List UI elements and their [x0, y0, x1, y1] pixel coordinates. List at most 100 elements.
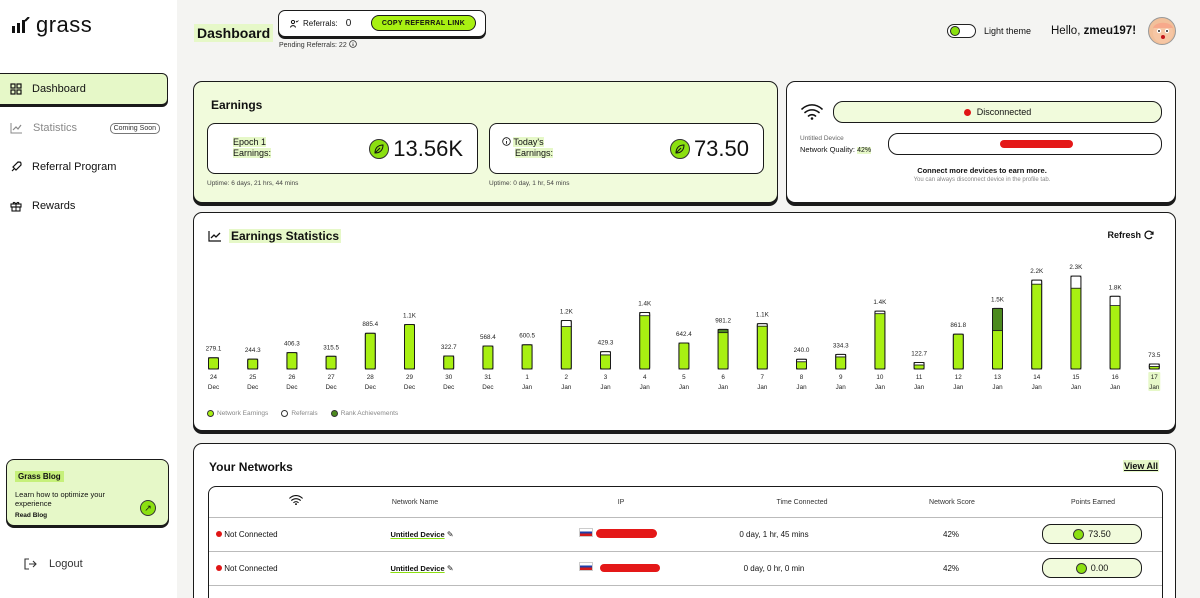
sidebar-item-referral-program[interactable]: Referral Program	[0, 151, 168, 183]
bar-network-earnings	[208, 357, 219, 370]
bar-outline	[1070, 275, 1082, 370]
bar-outline	[247, 358, 259, 370]
network-name-cell[interactable]: Untitled Device ✎	[390, 530, 454, 539]
bar-outline	[443, 355, 455, 370]
today-label: Today's Earnings:	[502, 137, 554, 160]
earnings-title: Earnings	[211, 98, 263, 112]
epoch-label: Epoch 1 Earnings:	[233, 137, 272, 160]
header-network-name: Network Name	[391, 499, 439, 506]
gift-icon	[10, 201, 22, 212]
logo[interactable]: grass	[12, 12, 92, 38]
tick-label-day: 27	[328, 374, 336, 381]
referrals-box: Referrals: 0 COPY REFERRAL LINK	[278, 10, 486, 37]
tick-label-day: 25	[249, 374, 257, 381]
connection-status-pill: Disconnected	[833, 101, 1162, 123]
bar-network-earnings	[560, 326, 572, 370]
sidebar-item-rewards[interactable]: Rewards	[0, 190, 168, 222]
legend-rank-achievements[interactable]: Rank Achievements	[330, 410, 398, 417]
legend-network-earnings[interactable]: Network Earnings	[207, 410, 268, 417]
bar-network-earnings	[992, 330, 1003, 370]
bar-outline	[364, 332, 376, 370]
refresh-button[interactable]: Refresh	[1107, 230, 1154, 240]
epoch-earnings-card: Epoch 1 Earnings: 13.56K	[207, 123, 478, 174]
ip-cell	[579, 528, 657, 538]
username: zmeu197!	[1083, 25, 1137, 37]
bar-outline	[600, 351, 611, 370]
header-points-earned: Points Earned	[1071, 499, 1115, 506]
copy-referral-link-button[interactable]: COPY REFERRAL LINK	[371, 15, 476, 31]
view-all-link[interactable]: View All	[1122, 460, 1159, 472]
grid-icon	[10, 83, 22, 95]
bar-network-earnings	[678, 342, 690, 370]
status-dot-icon	[216, 531, 222, 537]
theme-toggle-area[interactable]: Light theme	[947, 24, 1031, 38]
bar-network-earnings	[835, 356, 847, 370]
sidebar-item-statistics[interactable]: Statistics Coming Soon	[0, 112, 168, 144]
leaf-icon	[669, 139, 690, 159]
tick-label-day: 31	[484, 374, 492, 381]
today-earnings-card: Today's Earnings: 73.50	[489, 123, 764, 174]
stats-header: Earnings Statistics	[208, 229, 342, 243]
bar-referrals	[1109, 295, 1121, 306]
tick-label-day: 12	[955, 374, 963, 381]
data-label: 406.3	[284, 341, 300, 348]
network-name-cell[interactable]: Untitled Device ✎	[390, 564, 454, 573]
epoch-value: 13.56K	[369, 136, 463, 162]
logout-label: Logout	[49, 558, 83, 570]
tick-label-day: 30	[445, 374, 453, 381]
tick-label-day: 26	[288, 374, 296, 381]
points-earned-pill: 0.00	[1042, 558, 1142, 578]
bar-outline	[208, 357, 219, 370]
tick-label-month: Jan	[953, 384, 964, 391]
bar-network-earnings	[443, 355, 455, 370]
data-label: 429.3	[598, 340, 614, 347]
theme-toggle[interactable]	[947, 24, 976, 38]
edit-icon[interactable]: ✎	[446, 530, 454, 539]
today-value: 73.50	[669, 136, 749, 162]
epoch-earnings-value: 13.56K	[393, 136, 463, 161]
tick-label-month: Jan	[718, 384, 729, 391]
info-icon[interactable]	[348, 40, 357, 48]
tick-label-day: 10	[876, 374, 884, 381]
referrals-label: Referrals:	[303, 19, 338, 28]
data-label: 568.4	[480, 334, 496, 341]
bar-outline	[560, 320, 572, 370]
bar-referrals	[560, 320, 572, 327]
tick-label-day: 13	[994, 374, 1002, 381]
tick-label-day: 1	[525, 374, 529, 381]
blog-card[interactable]: Grass Blog Learn how to optimize your ex…	[6, 459, 169, 526]
bar-referrals	[1031, 279, 1043, 285]
pending-referrals: Pending Referrals: 22	[279, 40, 357, 49]
avatar[interactable]	[1148, 17, 1176, 45]
sidebar-item-label: Dashboard	[32, 83, 86, 95]
tick-label-day: 24	[210, 374, 218, 381]
today-label-line1: Today's	[513, 137, 544, 147]
bar-network-earnings	[1109, 305, 1121, 370]
status-cell: Not Connected	[216, 530, 278, 539]
tick-label-month: Dec	[365, 384, 376, 391]
logout-button[interactable]: Logout	[24, 558, 83, 570]
time-connected-cell: 0 day, 0 hr, 0 min	[743, 564, 805, 573]
data-label: 244.3	[245, 347, 261, 354]
bar-outline	[286, 352, 298, 370]
tick-label-month: Jan	[1032, 384, 1043, 391]
bar-network-earnings	[874, 313, 886, 370]
tick-label-day: 15	[1072, 374, 1080, 381]
network-score-cell: 42%	[942, 564, 960, 573]
edit-icon[interactable]: ✎	[446, 564, 454, 573]
tick-label-month: Jan	[992, 384, 1003, 391]
device-ip-pill	[888, 133, 1162, 155]
header-network-score: Network Score	[929, 499, 975, 506]
bar-outline	[639, 311, 651, 370]
sidebar-item-dashboard[interactable]: Dashboard	[0, 73, 168, 105]
info-icon[interactable]	[502, 137, 511, 146]
pending-referrals-text: Pending Referrals: 22	[279, 42, 347, 49]
bar-outline	[796, 358, 807, 370]
leaf-icon	[1073, 528, 1085, 540]
bar-network-earnings	[952, 333, 964, 370]
epoch-uptime: Uptime: 6 days, 21 hrs, 44 mins	[207, 180, 299, 187]
legend-referrals[interactable]: Referrals	[281, 410, 318, 417]
earnings-card: Earnings Epoch 1 Earnings: 13.56K Today'…	[193, 81, 778, 203]
arrow-up-right-icon[interactable]: ↗	[140, 500, 156, 516]
read-blog-link[interactable]: Read Blog	[15, 512, 48, 519]
